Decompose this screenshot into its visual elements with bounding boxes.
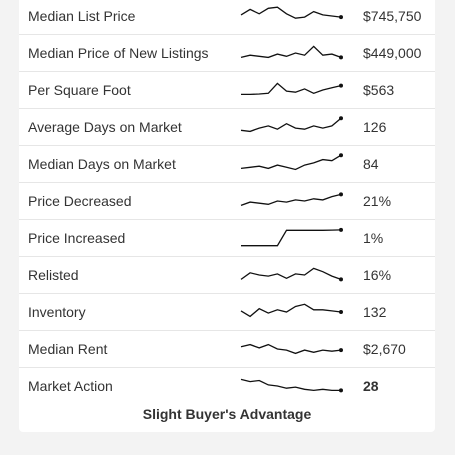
sparkline-chart <box>240 6 343 20</box>
stat-row: Average Days on Market 126 <box>19 109 435 146</box>
stat-row: Per Square Foot $563 <box>19 72 435 109</box>
sparkline-line <box>240 378 341 392</box>
sparkline-line <box>240 45 342 59</box>
stat-value: $563 <box>363 82 395 98</box>
sparkline-end-dot <box>339 310 343 314</box>
stat-value: 1% <box>363 230 384 246</box>
sparkline-end-dot <box>339 55 343 60</box>
stat-value: $2,670 <box>363 341 406 357</box>
sparkline-end-dot <box>339 83 343 88</box>
sparkline-end-dot <box>339 348 343 353</box>
stat-value: $745,750 <box>363 8 422 24</box>
stat-row: Market Action 28 <box>19 368 435 405</box>
stat-row: Price Increased 1% <box>19 220 435 257</box>
sparkline-line <box>240 267 342 281</box>
sparkline-line <box>240 154 342 171</box>
sparkline-line <box>240 343 342 355</box>
sparkline-chart <box>240 378 343 393</box>
stat-row: Median Price of New Listings $449,000 <box>19 35 435 72</box>
market-stats-card: Slight Buyer's Advantage Median List Pri… <box>19 0 435 432</box>
stat-label: Price Increased <box>28 230 126 246</box>
sparkline-line <box>240 303 342 318</box>
stat-label: Market Action <box>28 378 113 394</box>
sparkline-line <box>240 6 342 19</box>
sparkline-chart <box>240 267 343 282</box>
sparkline-chart <box>240 45 343 60</box>
stat-value: 28 <box>363 378 379 394</box>
sparkline-line <box>241 229 342 247</box>
sparkline-end-dot <box>339 227 343 232</box>
sparkline-chart <box>241 227 343 247</box>
sparkline-line <box>240 117 342 133</box>
sparkline-end-dot <box>339 388 343 393</box>
stat-value: $449,000 <box>363 45 422 61</box>
stat-row: Price Decreased 21% <box>19 183 435 220</box>
stat-label: Price Decreased <box>28 193 132 209</box>
stat-label: Median List Price <box>28 8 136 24</box>
sparkline-end-dot <box>339 15 343 20</box>
sparkline-chart <box>240 153 343 171</box>
stat-row: Inventory 132 <box>19 294 435 331</box>
stat-value: 132 <box>363 304 387 320</box>
stat-value: 126 <box>363 119 387 135</box>
stat-label: Inventory <box>28 304 86 320</box>
stat-row: Relisted 16% <box>19 257 435 294</box>
stat-row: Median Days on Market 84 <box>19 146 435 183</box>
sparkline-chart <box>240 192 343 207</box>
stat-label: Average Days on Market <box>28 119 182 135</box>
stat-value: 21% <box>363 193 392 209</box>
stat-label: Median Price of New Listings <box>28 45 209 61</box>
market-action-summary: Slight Buyer's Advantage <box>142 406 312 422</box>
stat-row: Median List Price $745,750 <box>19 0 435 35</box>
sparkline-end-dot <box>339 116 343 121</box>
stat-label: Median Rent <box>28 341 108 357</box>
stat-label: Per Square Foot <box>28 82 131 98</box>
sparkline-end-dot <box>339 192 343 197</box>
sparkline-chart <box>241 82 343 96</box>
stat-row: Median Rent $2,670 <box>19 331 435 368</box>
stat-value: 16% <box>363 267 392 283</box>
sparkline-line <box>240 193 342 207</box>
stat-label: Median Days on Market <box>28 156 176 172</box>
sparkline-line <box>241 82 342 96</box>
sparkline-chart <box>240 343 343 355</box>
sparkline-end-dot <box>339 277 343 282</box>
sparkline-end-dot <box>339 153 343 158</box>
sparkline-chart <box>240 116 343 133</box>
stat-value: 84 <box>363 156 379 172</box>
stat-label: Relisted <box>28 267 79 283</box>
sparkline-chart <box>240 303 343 318</box>
